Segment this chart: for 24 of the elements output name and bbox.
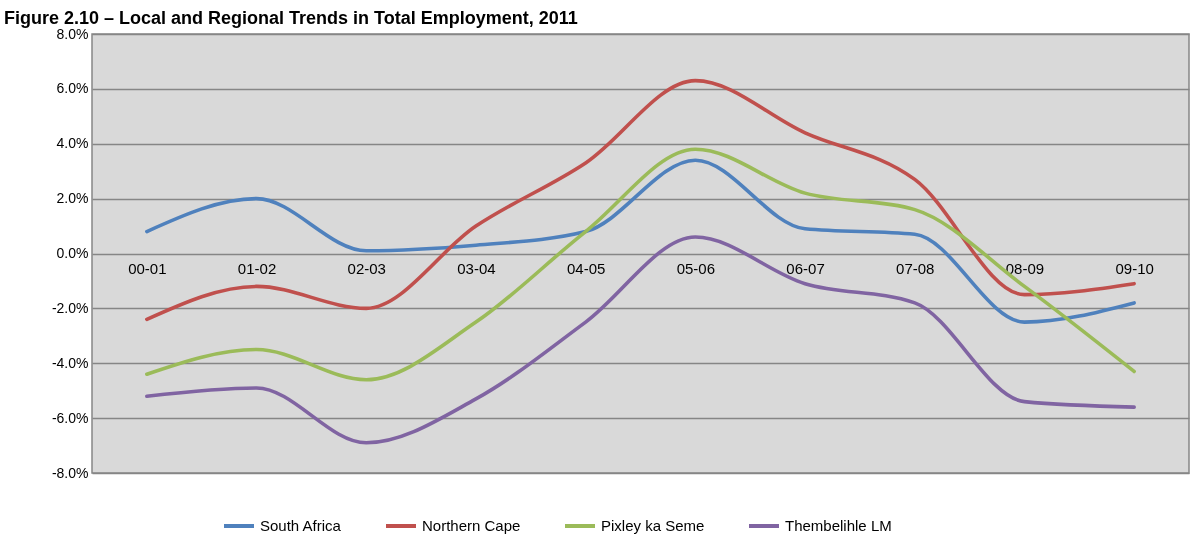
x-tick-label: 00-01 xyxy=(128,260,167,277)
y-tick-label: 4.0% xyxy=(56,135,89,152)
y-tick-label: -6.0% xyxy=(51,409,89,426)
x-tick-label: 07-08 xyxy=(896,260,935,277)
y-tick-label: 0.0% xyxy=(56,245,89,261)
y-tick-label: 6.0% xyxy=(56,80,89,97)
y-tick-label: 8.0% xyxy=(56,25,89,42)
legend-label: Thembelihle LM xyxy=(785,517,892,534)
y-tick-label: -4.0% xyxy=(51,354,89,371)
legend-label: Pixley ka Seme xyxy=(601,517,705,534)
x-tick-label: 09-10 xyxy=(1115,260,1154,277)
y-tick-label: -8.0% xyxy=(51,464,89,481)
y-tick-label: 2.0% xyxy=(56,190,89,207)
legend-label: South Africa xyxy=(260,517,342,534)
x-tick-label: 01-02 xyxy=(237,260,277,277)
x-tick-label: 08-09 xyxy=(1005,260,1045,277)
x-tick-label: 03-04 xyxy=(457,260,496,277)
legend-label: Northern Cape xyxy=(422,517,521,534)
x-tick-label: 05-06 xyxy=(676,260,716,277)
x-tick-label: 06-07 xyxy=(786,260,825,277)
x-tick-label: 02-03 xyxy=(347,260,386,277)
x-tick-label: 04-05 xyxy=(566,260,606,277)
chart-title: Figure 2.10 – Local and Regional Trends in Total Employment, 2011 xyxy=(4,8,578,28)
y-tick-label: -2.0% xyxy=(51,299,89,316)
